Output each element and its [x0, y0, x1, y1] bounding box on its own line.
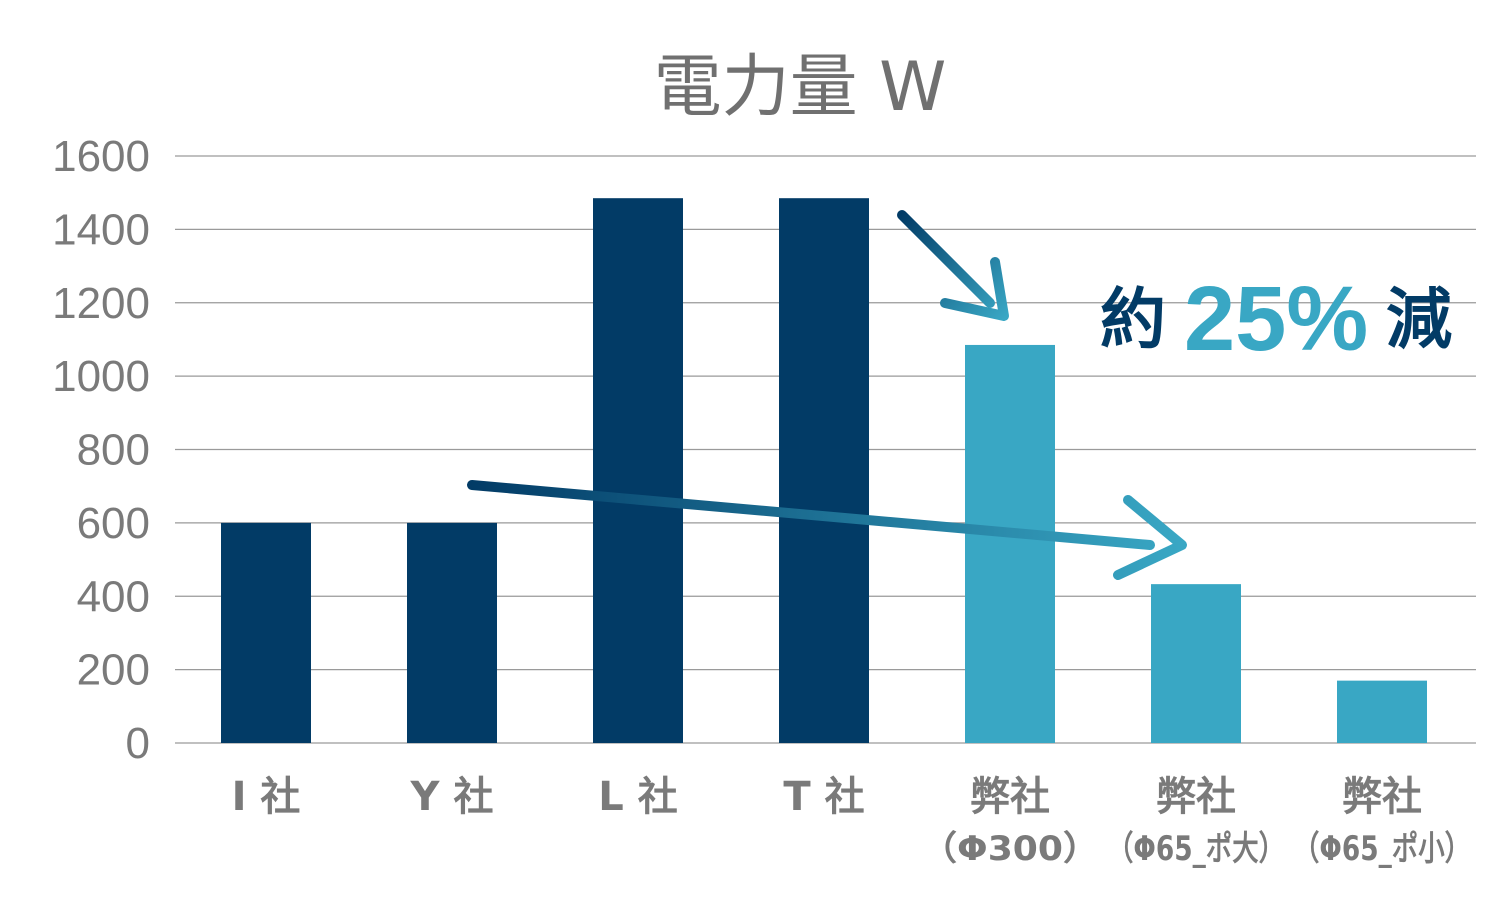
- chart-title: 電力量 W: [654, 48, 947, 127]
- annotation-suffix: 減: [1386, 281, 1452, 358]
- x-tick-sublabel: （Φ300）: [921, 829, 1099, 869]
- bar: [593, 198, 683, 744]
- annotation-value: 25%: [1184, 268, 1368, 370]
- x-tick-label: L 社: [598, 774, 677, 820]
- y-tick-label: 400: [77, 572, 150, 621]
- x-tick-label: 弊社: [1156, 774, 1236, 820]
- x-tick-label: T 社: [783, 774, 864, 820]
- y-tick-label: 1200: [52, 279, 150, 328]
- y-tick-label: 1600: [52, 132, 150, 181]
- bar: [1151, 584, 1241, 743]
- bar: [407, 522, 497, 743]
- y-tick-label: 200: [77, 646, 150, 695]
- y-axis-ticks: 0 200 400 600 800 1000 1200 1400 1600: [52, 132, 150, 768]
- x-tick-label: I 社: [232, 774, 301, 820]
- y-tick-label: 0: [126, 719, 150, 768]
- y-tick-label: 600: [77, 499, 150, 548]
- y-tick-label: 1000: [52, 352, 150, 401]
- x-tick-sublabel: （Φ65_ポ大）: [1107, 829, 1285, 869]
- trend-arrow-short: [897, 210, 1009, 321]
- bar: [221, 522, 311, 743]
- trend-arrow-long: [467, 480, 1187, 580]
- bar: [1337, 680, 1427, 743]
- x-axis-labels: I 社 Y 社 L 社 T 社 弊社 （Φ300） 弊社 （Φ65_ポ大） 弊社 （Φ65_ポ小）: [232, 774, 1471, 869]
- y-tick-label: 800: [77, 426, 150, 475]
- annotation-prefix: 約: [1100, 281, 1166, 358]
- x-tick-sublabel: （Φ65_ポ小）: [1293, 829, 1471, 869]
- x-tick-label: 弊社: [1342, 774, 1422, 820]
- x-tick-label: Y 社: [410, 774, 494, 820]
- bar: [779, 198, 869, 744]
- bar: [965, 344, 1055, 743]
- y-tick-label: 1400: [52, 205, 150, 254]
- reduction-annotation: 約 25% 減: [1100, 268, 1452, 370]
- bars: [221, 198, 1427, 744]
- x-tick-label: 弊社: [970, 774, 1050, 820]
